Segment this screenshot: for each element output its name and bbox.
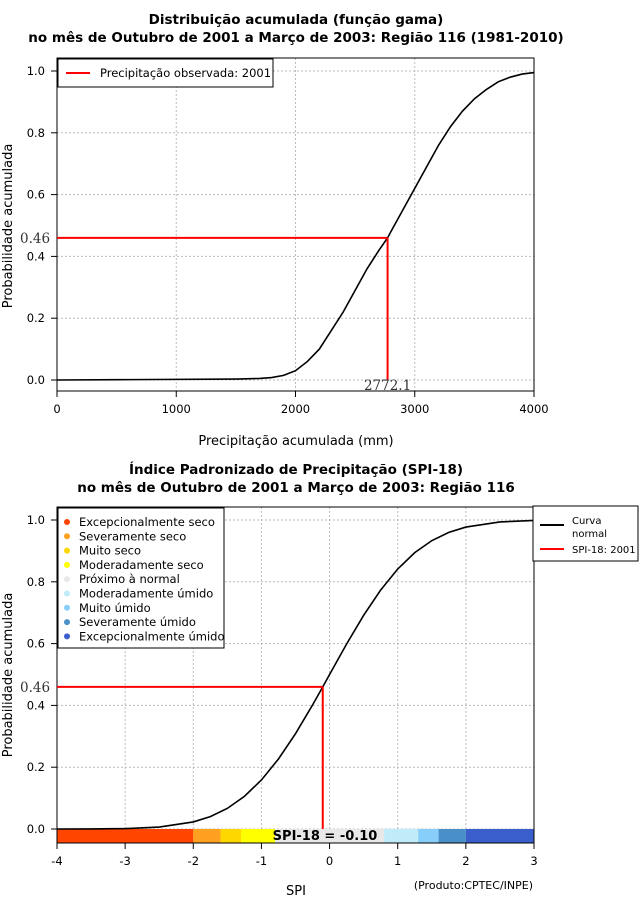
legend-class-marker bbox=[64, 590, 70, 597]
legend-class-label: Moderadamente seco bbox=[79, 558, 204, 572]
c2-xtick-label: -4 bbox=[51, 854, 62, 868]
chart2-ticks: -4 -3 -2 -1 0 1 2 3 0.0 0.2 0.4 0.6 0.8 1.0 bbox=[27, 513, 538, 868]
chart2-grid bbox=[57, 507, 534, 843]
chart1-probability-label: 0.46 bbox=[20, 231, 50, 247]
spi-band bbox=[275, 829, 385, 843]
c1-xtick-label: 4000 bbox=[519, 402, 548, 416]
legend-class-marker bbox=[64, 533, 70, 540]
spi-band bbox=[438, 829, 466, 843]
c2-ytick-label: 0.2 bbox=[27, 760, 45, 774]
chart1-gamma-curve bbox=[56, 71, 535, 381]
c1-ytick-label: 0.8 bbox=[27, 126, 45, 140]
legend-class-marker bbox=[64, 547, 70, 554]
chart1-title: Distribuição acumulada (função gama) bbox=[149, 12, 444, 28]
c1-ytick-label: 0.6 bbox=[27, 188, 45, 202]
legend-class-label: Muito úmido bbox=[79, 601, 151, 615]
spi-band bbox=[57, 829, 194, 843]
chart2-legend-curves: Curva normal SPI-18: 2001 bbox=[532, 505, 639, 562]
legend-spi-label: SPI-18: 2001 bbox=[572, 545, 636, 556]
legend-class-label: Próximo à normal bbox=[79, 572, 180, 586]
spi-band bbox=[418, 829, 439, 843]
c2-xtick-label: -1 bbox=[256, 854, 267, 868]
legend-class-marker bbox=[64, 576, 70, 583]
legend-class-label: Muito seco bbox=[79, 544, 141, 558]
c2-xtick-label: 2 bbox=[462, 854, 469, 868]
chart2-subtitle: no mês de Outubro de 2001 a Março de 200… bbox=[77, 480, 515, 496]
chart2-ylabel: Probabilidade acumulada bbox=[1, 593, 16, 758]
spi-chart: Índice Padronizado de Precipitação (SPI-… bbox=[1, 461, 639, 899]
chart2-plot-frame bbox=[56, 506, 535, 844]
c2-ytick-label: 0.6 bbox=[27, 637, 45, 651]
legend-class-label: Moderadamente úmido bbox=[79, 587, 213, 601]
c2-ytick-label: 0.4 bbox=[27, 698, 45, 712]
spi-band bbox=[384, 829, 419, 843]
chart1-ticks: 0 1000 2000 3000 4000 0.0 0.2 0.4 0.6 0.8 1.0 bbox=[27, 64, 549, 416]
chart1-subtitle: no mês de Outubro de 2001 a Março de 200… bbox=[28, 30, 563, 46]
c1-xtick-label: 3000 bbox=[400, 402, 429, 416]
spi-band bbox=[193, 829, 221, 843]
c2-xtick-label: 0 bbox=[326, 854, 333, 868]
c1-xtick-label: 2000 bbox=[281, 402, 310, 416]
c1-ytick-label: 0.4 bbox=[27, 249, 45, 263]
c2-xtick-label: -2 bbox=[188, 854, 199, 868]
c2-xtick-label: 1 bbox=[394, 854, 401, 868]
legend-class-label: Severamente seco bbox=[79, 529, 186, 543]
c1-ytick-label: 0.2 bbox=[27, 311, 45, 325]
legend-class-marker bbox=[64, 633, 70, 640]
gamma-distribution-chart: Distribuição acumulada (função gama) no … bbox=[1, 12, 564, 449]
chart1-xlabel: Precipitação acumulada (mm) bbox=[198, 434, 393, 449]
c1-ytick-label: 1.0 bbox=[27, 64, 45, 78]
chart1-legend: Precipitação observada: 2001 bbox=[57, 58, 274, 88]
c2-ytick-label: 0.8 bbox=[27, 575, 45, 589]
chart1-ylabel: Probabilidade acumulada bbox=[1, 144, 16, 309]
chart2-spi-color-bar bbox=[57, 829, 534, 843]
c1-xtick-label: 1000 bbox=[162, 402, 191, 416]
spi-band bbox=[465, 829, 534, 843]
legend-class-marker bbox=[64, 561, 70, 568]
chart2-title: Índice Padronizado de Precipitação (SPI-… bbox=[129, 461, 463, 478]
legend-class-label: Excepcionalmente seco bbox=[79, 515, 215, 529]
spi-band bbox=[240, 829, 276, 843]
legend-class-marker bbox=[64, 604, 70, 611]
c2-ytick-label: 1.0 bbox=[27, 513, 45, 527]
chart1-legend-box bbox=[57, 58, 274, 88]
footer-credit: (Produto:CPTEC/INPE) bbox=[414, 879, 533, 892]
chart2-spi-value-label: SPI-18 = -0.10 bbox=[273, 829, 378, 844]
legend-class-label: Excepcionalmente úmido bbox=[79, 629, 224, 643]
legend-class-marker bbox=[64, 519, 70, 525]
c2-xtick-label: 3 bbox=[530, 854, 537, 868]
chart1-grid bbox=[57, 58, 534, 391]
chart2-legend-right-box bbox=[532, 505, 639, 562]
c1-xtick-label: 0 bbox=[53, 402, 60, 416]
spi-band bbox=[220, 829, 241, 843]
chart2-xlabel: SPI bbox=[286, 884, 306, 899]
legend-normal-curve-label: Curva bbox=[572, 516, 601, 527]
chart2-legend-box bbox=[57, 507, 225, 649]
chart1-legend-label: Precipitação observada: 2001 bbox=[100, 66, 271, 80]
legend-class-marker bbox=[64, 619, 70, 626]
c2-ytick-label: 0.0 bbox=[27, 822, 45, 836]
legend-normal-curve-label-2: normal bbox=[572, 529, 607, 540]
chart2-normal-curve bbox=[56, 519, 535, 830]
c2-xtick-label: -3 bbox=[119, 854, 130, 868]
legend-class-label: Severamente úmido bbox=[79, 615, 196, 629]
c1-ytick-label: 0.0 bbox=[27, 373, 45, 387]
chart2-probability-label: 0.46 bbox=[20, 680, 50, 696]
chart1-precipitation-label: 2772.1 bbox=[364, 378, 411, 394]
